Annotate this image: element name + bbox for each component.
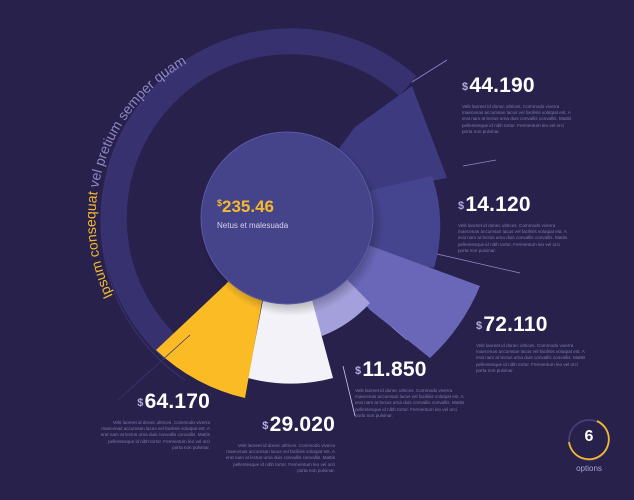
currency-symbol: $ (137, 397, 144, 409)
leader-line-2 (462, 159, 497, 167)
segment-value: 72.110 (483, 313, 548, 336)
center-total: $235.46 Netus et malesuada (217, 197, 288, 230)
segment-label-4: $11.850 Velit laoreet id donec ultrices.… (355, 358, 467, 419)
currency-symbol: $ (217, 198, 223, 208)
segment-description: Velit laoreet id donec ultrices. Commodo… (458, 223, 568, 253)
currency-symbol: $ (355, 365, 362, 377)
options-label: options (576, 464, 602, 473)
currency-symbol: $ (262, 420, 269, 432)
segment-description: Velit laoreet id donec ultrices. Commodo… (100, 420, 210, 450)
segment-description: Velit laoreet id donec ultrices. Commodo… (225, 443, 335, 473)
leader-line-5 (342, 365, 356, 417)
leader-line-3 (436, 253, 521, 274)
guide-arc (100, 37, 246, 381)
segment-label-1: $44.190 Velit laoreet id donec ultrices.… (462, 74, 574, 135)
center-circle (200, 131, 374, 305)
center-amount: 235.46 (222, 197, 275, 216)
segment-value: 44.190 (469, 74, 535, 97)
segment-description: Velit laoreet id donec ultrices. Commodo… (476, 343, 586, 373)
leader-line-4 (391, 326, 408, 341)
segment-value: 14.120 (465, 193, 531, 216)
center-subtitle: Netus et malesuada (217, 221, 289, 230)
leader-line-6 (117, 334, 191, 401)
segment-value: 29.020 (269, 413, 335, 436)
segment-label-2: $14.120 Velit laoreet id donec ultrices.… (458, 193, 570, 254)
options-count: 6 (584, 428, 594, 445)
segment-label-5: $29.020 Velit laoreet id donec ultrices.… (222, 413, 335, 474)
segment-label-3: $72.110 Velit laoreet id donec ultrices.… (476, 313, 588, 374)
outer-ring (100, 28, 417, 360)
segment-description: Velit laoreet id donec ultrices. Commodo… (355, 388, 465, 418)
currency-symbol: $ (476, 320, 483, 332)
leader-line-1 (411, 59, 448, 83)
segment-value: 11.850 (362, 358, 427, 381)
segment-description: Velit laoreet id donec ultrices. Commodo… (462, 104, 572, 134)
currency-symbol: $ (462, 81, 469, 93)
center-value: $235.46 (217, 197, 288, 217)
currency-symbol: $ (458, 200, 465, 212)
options-ring-progress (568, 420, 610, 461)
segment-label-6: $64.170 Velit laoreet id donec ultrices.… (98, 390, 210, 451)
segment-value: 64.170 (144, 390, 210, 413)
